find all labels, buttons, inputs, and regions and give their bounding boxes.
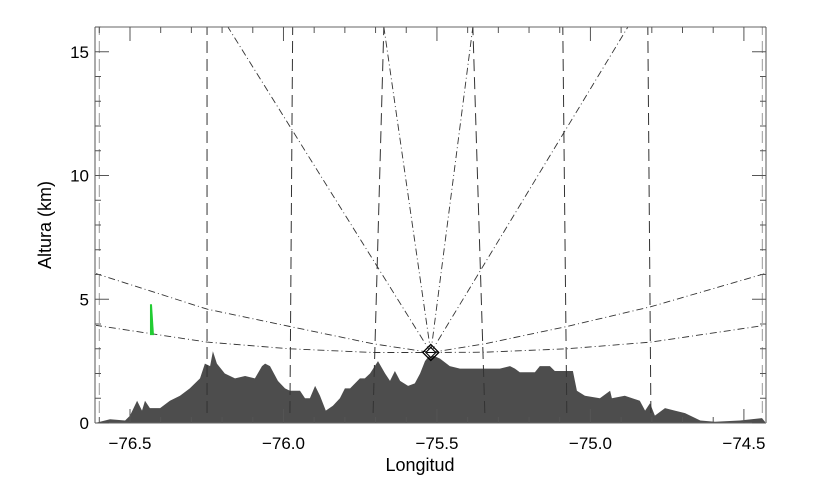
range-line xyxy=(372,26,385,414)
y-axis-title: Altura (km) xyxy=(35,181,55,269)
range-line xyxy=(472,26,486,414)
beam-ray xyxy=(430,26,629,353)
x-tick-label: −76.0 xyxy=(262,434,305,453)
x-tick-label: −75.5 xyxy=(415,434,458,453)
terrain-area xyxy=(95,351,766,423)
beam-ray xyxy=(227,26,432,353)
y-tick-label: 10 xyxy=(70,167,89,186)
x-tick-label: −74.5 xyxy=(722,434,765,453)
beam-ray xyxy=(383,26,432,353)
y-tick-label: 0 xyxy=(80,414,89,433)
y-tick-label: 15 xyxy=(70,43,89,62)
beam-ray xyxy=(430,26,474,353)
radar-diamond-outer xyxy=(421,343,440,362)
range-line xyxy=(647,26,652,414)
beam-curve xyxy=(94,272,431,353)
radar-echo xyxy=(149,304,154,336)
x-axis-title: Longitud xyxy=(385,455,454,475)
radar-marker-icon xyxy=(421,343,440,362)
beam-curve xyxy=(94,324,431,353)
x-tick-label: −75.0 xyxy=(569,434,612,453)
y-tick-label: 5 xyxy=(80,290,89,309)
range-line xyxy=(562,26,568,414)
x-tick-label: −76.5 xyxy=(108,434,151,453)
beam-curve xyxy=(430,324,767,353)
range-line xyxy=(289,26,294,414)
